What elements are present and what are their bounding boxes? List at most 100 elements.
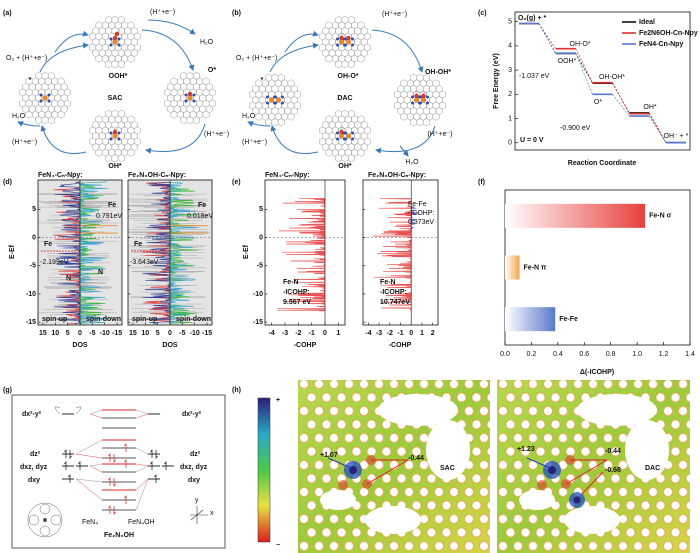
- label: -ICOHP:: [408, 210, 435, 217]
- correlation-line: [89, 409, 103, 415]
- correlation-line: [89, 413, 103, 419]
- lattice-hole: [441, 500, 452, 511]
- electron-arrow: [164, 460, 167, 470]
- lattice-hole: [418, 459, 430, 471]
- lattice-hole: [655, 527, 666, 538]
- lattice-hole: [433, 486, 445, 498]
- lattice-hole: [313, 540, 325, 552]
- lattice-hole: [321, 446, 332, 457]
- catalyst-model: [164, 71, 216, 125]
- carbon-lattice: [394, 73, 446, 127]
- lattice-hole: [358, 405, 370, 417]
- label: OH-O*: [570, 41, 591, 48]
- label: dx²-y²: [22, 411, 42, 418]
- vacuum-region: [577, 394, 657, 426]
- lattice-hole: [580, 473, 591, 484]
- lattice-hole: [298, 380, 310, 390]
- nitrogen-atom: [411, 95, 414, 99]
- lattice-hole: [298, 513, 310, 525]
- lattice-hole: [647, 513, 659, 525]
- reaction-arrow: [247, 121, 271, 127]
- x-tick-label: 0.2: [527, 351, 537, 358]
- nitrogen-atom: [351, 137, 354, 141]
- lattice-hole: [632, 486, 644, 498]
- lattice-hole: [321, 392, 332, 403]
- label: FeN₄OH: [128, 519, 155, 526]
- lattice-hole: [313, 513, 325, 525]
- lattice-hole: [602, 380, 614, 390]
- lattice-hole: [693, 514, 700, 523]
- axes-frame: [514, 11, 691, 151]
- y-axis-label: E-Ef: [9, 244, 16, 259]
- lattice-hole: [313, 459, 325, 471]
- nitrogen-atom: [418, 95, 421, 99]
- lattice-hole: [306, 500, 317, 511]
- label: 0.018eV: [187, 213, 213, 220]
- charge-map: [298, 380, 490, 553]
- adsorbate-atom: [117, 29, 121, 33]
- catalyst-model: [249, 73, 301, 127]
- nitrogen-atom: [192, 99, 196, 103]
- catalyst-model: [89, 109, 141, 163]
- label: -1.037 eV: [519, 73, 550, 80]
- lattice-hole: [388, 486, 400, 498]
- lattice-hole: [685, 419, 690, 430]
- step-connector: [575, 48, 593, 83]
- lattice-hole: [388, 432, 400, 444]
- lattice-hole: [527, 513, 539, 525]
- label: OH*: [643, 104, 657, 111]
- lattice-hole: [677, 486, 689, 498]
- lattice-hole: [463, 513, 475, 525]
- label: DAC: [337, 95, 352, 102]
- label: (H⁺+e⁻): [427, 131, 452, 138]
- x-tick-label: 1: [336, 330, 340, 337]
- lattice-hole: [602, 486, 614, 498]
- vacuum-region: [378, 394, 458, 426]
- label: H₂O: [200, 39, 214, 46]
- lattice-hole: [321, 527, 332, 538]
- label: Fe: [134, 241, 142, 248]
- nitrogen-atom: [109, 37, 113, 41]
- lattice-hole: [587, 486, 599, 498]
- label: -COHP: [389, 342, 412, 349]
- label: -2.199eV: [40, 259, 69, 266]
- lattice-hole: [358, 380, 370, 390]
- lattice-hole: [486, 419, 490, 430]
- label: FeN₄-Cₙ-Npy:: [265, 172, 310, 179]
- vacuum-region: [625, 420, 669, 480]
- nitrogen-atom: [351, 37, 354, 41]
- y-tick-label: 5: [508, 19, 512, 26]
- carbon-lattice: [164, 71, 216, 125]
- lattice-hole: [351, 527, 362, 538]
- lattice-hole: [535, 446, 546, 457]
- lattice-hole: [343, 513, 355, 525]
- lattice-hole: [617, 459, 629, 471]
- label: spin-up: [132, 316, 157, 323]
- label: OOH*: [558, 58, 577, 65]
- lattice-hole: [403, 486, 415, 498]
- lattice-hole: [693, 433, 700, 442]
- lattice-hole: [647, 486, 659, 498]
- label: O₂ + (H⁺+e⁻): [236, 55, 277, 62]
- lattice-hole: [456, 500, 467, 511]
- label: −: [276, 542, 280, 549]
- nitrogen-atom: [117, 137, 121, 141]
- y-tick-label: 3: [508, 67, 512, 74]
- lattice-hole: [527, 405, 539, 417]
- label: (d): [3, 179, 12, 186]
- lattice-hole: [565, 392, 576, 403]
- reaction-arrow: [54, 30, 89, 53]
- x-tick-label: -4: [365, 330, 371, 337]
- x-tick-label: 1: [420, 330, 424, 337]
- lattice-hole: [433, 540, 445, 552]
- lattice-hole: [343, 432, 355, 444]
- step-connector: [538, 23, 557, 49]
- y-tick-label: -10: [253, 291, 263, 298]
- nitrogen-atom: [273, 95, 276, 99]
- lattice-hole: [685, 527, 690, 538]
- label: Reaction Coordinate: [568, 160, 637, 167]
- label: dx²-y²: [182, 411, 202, 418]
- label: (a): [3, 10, 12, 17]
- nitrogen-atom: [351, 131, 354, 135]
- lattice-hole: [512, 405, 524, 417]
